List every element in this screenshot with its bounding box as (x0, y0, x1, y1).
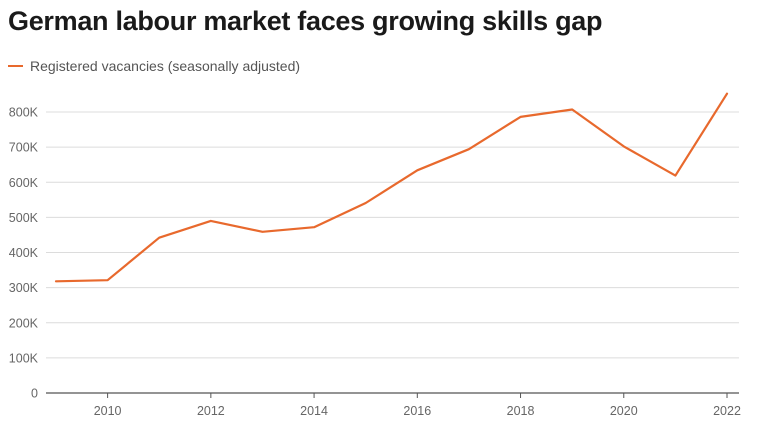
y-tick-label: 400K (9, 246, 39, 260)
x-tick-label: 2010 (94, 404, 122, 418)
x-tick-label: 2014 (300, 404, 328, 418)
y-tick-label: 700K (9, 141, 39, 155)
y-tick-label: 500K (9, 211, 39, 225)
x-tick-label: 2020 (610, 404, 638, 418)
legend-label: Registered vacancies (seasonally adjuste… (30, 58, 301, 74)
chart-title: German labour market faces growing skill… (8, 6, 603, 36)
series (54, 92, 729, 283)
y-tick-label: 600K (9, 176, 39, 190)
x-tick-label: 2018 (507, 404, 535, 418)
axes: 0 100K 200K 300K 400K 500K 600K 700K 800K 2010 201… (9, 106, 741, 419)
x-tick-label: 2012 (197, 404, 225, 418)
legend-swatch (8, 65, 23, 67)
y-tick-label: 800K (9, 106, 39, 120)
y-tick-label: 100K (9, 351, 39, 365)
y-tick-label: 300K (9, 281, 39, 295)
x-tick-label: 2016 (403, 404, 431, 418)
gridlines (46, 111, 739, 394)
series-line (54, 92, 729, 283)
legend: Registered vacancies (seasonally adjuste… (8, 58, 300, 74)
y-tick-label: 200K (9, 316, 39, 330)
x-tick-label: 2022 (713, 404, 741, 418)
y-tick-label: 0 (31, 387, 38, 401)
